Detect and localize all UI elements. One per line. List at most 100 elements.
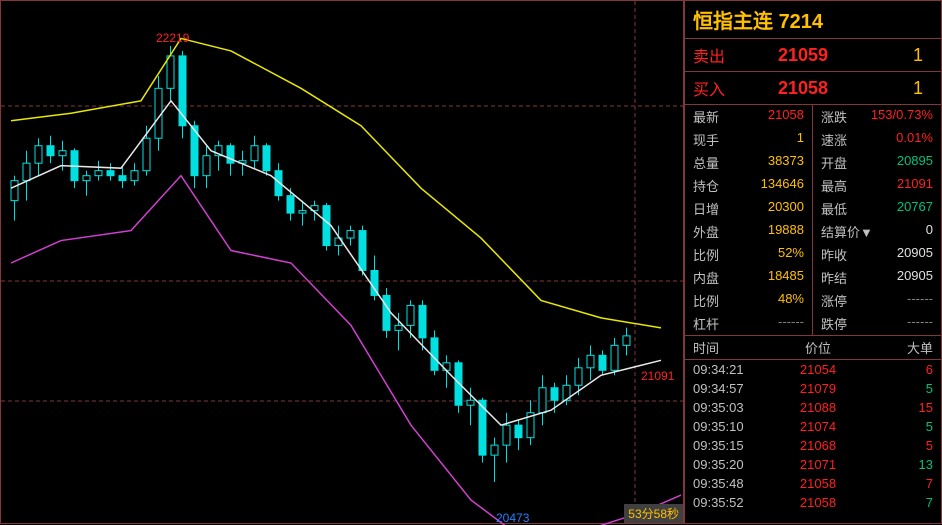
tick-row: 09:35:202107113 — [685, 455, 941, 474]
tick-time: 09:34:57 — [693, 381, 773, 396]
tick-vol: 7 — [863, 476, 933, 491]
bid-row[interactable]: 买入 21058 1 — [685, 72, 941, 105]
quote-cell: 总量38373 — [685, 151, 813, 174]
quote-label: 现手 — [693, 130, 719, 149]
tick-vol: 13 — [863, 457, 933, 472]
bid-volume: 1 — [863, 78, 923, 99]
quote-label: 内盘 — [693, 268, 719, 287]
quote-label: 昨收 — [821, 245, 847, 264]
quote-cell: 内盘 18485 — [685, 266, 813, 289]
tick-row: 09:35:52210587 — [685, 493, 941, 512]
tick-time: 09:35:48 — [693, 476, 773, 491]
quote-label: 开盘 — [821, 153, 847, 172]
instrument-name: 恒指主连 — [693, 11, 773, 33]
quote-value: 20905 — [897, 245, 933, 264]
tick-vol: 5 — [863, 381, 933, 396]
tick-time: 09:35:52 — [693, 495, 773, 510]
quote-value: 153/0.73% — [871, 107, 933, 126]
quote-value: 20767 — [897, 199, 933, 218]
ask-row[interactable]: 卖出 21059 1 — [685, 39, 941, 72]
quote-cell: 日增 20300 — [685, 197, 813, 220]
quote-label: 日增 — [693, 199, 719, 218]
quote-value: 48% — [778, 291, 804, 310]
quote-label: 总量 — [693, 153, 719, 172]
quote-label: 比例 — [693, 291, 719, 310]
quote-label: 涨跌 — [821, 107, 847, 126]
quote-value: 52% — [778, 245, 804, 264]
tick-vol: 7 — [863, 495, 933, 510]
quote-cell: 持仓134646 — [685, 174, 813, 197]
quote-label: 比例 — [693, 245, 719, 264]
quote-cell: 结算价▼ 0 — [813, 220, 941, 243]
quote-cell: 开盘 20895 — [813, 151, 941, 174]
quote-grid: 最新 21058 涨跌 153/0.73% 现手 1 速涨 0.01% 总量38373 开盘 208… — [685, 105, 941, 336]
quote-panel: 恒指主连 7214 卖出 21059 1 买入 21058 1 最新 21058 涨… — [684, 0, 942, 524]
instrument-code: 7214 — [779, 11, 824, 33]
quote-value: ------ — [907, 291, 933, 310]
quote-cell: 昨结 20905 — [813, 266, 941, 289]
tick-time: 09:35:20 — [693, 457, 773, 472]
tick-time: 09:35:10 — [693, 419, 773, 434]
quote-label: 跌停 — [821, 314, 847, 333]
ask-label: 卖出 — [693, 43, 743, 67]
instrument-title[interactable]: 恒指主连 7214 — [685, 1, 941, 39]
tick-price: 21074 — [773, 419, 863, 434]
tick-row: 09:35:48210587 — [685, 474, 941, 493]
quote-value: 20300 — [768, 199, 804, 218]
quote-label: 昨结 — [821, 268, 847, 287]
low-price-label: 20473 — [496, 511, 529, 525]
tick-header: 时间 价位 大单 — [685, 336, 941, 360]
tick-time: 09:34:21 — [693, 362, 773, 377]
quote-value: 1 — [797, 130, 804, 149]
quote-cell: 现手 1 — [685, 128, 813, 151]
quote-value: 20895 — [897, 153, 933, 172]
quote-value: 19888 — [768, 222, 804, 241]
quote-value: 18485 — [768, 268, 804, 287]
quote-label: 结算价▼ — [821, 222, 873, 241]
quote-label: 杠杆 — [693, 314, 719, 333]
quote-label: 速涨 — [821, 130, 847, 149]
candlestick-chart[interactable]: 22219 20473 21091 53分58秒 — [0, 0, 684, 524]
quote-cell: 昨收 20905 — [813, 243, 941, 266]
quote-value: 134646 — [761, 176, 804, 195]
tick-vol: 15 — [863, 400, 933, 415]
quote-cell: 最高 21091 — [813, 174, 941, 197]
quote-value: 21091 — [897, 176, 933, 195]
tick-header-time: 时间 — [693, 338, 773, 357]
tick-price: 21068 — [773, 438, 863, 453]
tick-header-vol: 大单 — [863, 338, 933, 357]
quote-cell: 外盘 19888 — [685, 220, 813, 243]
quote-cell: 跌停------ — [813, 312, 941, 335]
quote-cell: 最新 21058 — [685, 105, 813, 128]
tick-row: 09:34:21210546 — [685, 360, 941, 379]
tick-row: 09:35:15210685 — [685, 436, 941, 455]
quote-cell: 比例 48% — [685, 289, 813, 312]
last-price-label: 21091 — [641, 369, 674, 383]
quote-cell: 速涨 0.01% — [813, 128, 941, 151]
tick-price: 21071 — [773, 457, 863, 472]
ask-price: 21059 — [743, 45, 863, 66]
ask-volume: 1 — [863, 45, 923, 66]
tick-vol: 6 — [863, 362, 933, 377]
quote-label: 外盘 — [693, 222, 719, 241]
quote-cell: 涨停------ — [813, 289, 941, 312]
tick-list[interactable]: 09:34:2121054609:34:5721079509:35:032108… — [685, 360, 941, 523]
quote-label: 最新 — [693, 107, 719, 126]
quote-value: 21058 — [768, 107, 804, 126]
countdown-timer: 53分58秒 — [624, 504, 683, 523]
high-price-label: 22219 — [156, 31, 189, 45]
quote-value: 0.01% — [896, 130, 933, 149]
quote-label: 最高 — [821, 176, 847, 195]
tick-price: 21054 — [773, 362, 863, 377]
tick-row: 09:35:10210745 — [685, 417, 941, 436]
quote-value: ------ — [778, 314, 804, 333]
tick-vol: 5 — [863, 438, 933, 453]
quote-value: 0 — [926, 222, 933, 241]
quote-value: 20905 — [897, 268, 933, 287]
tick-price: 21079 — [773, 381, 863, 396]
tick-vol: 5 — [863, 419, 933, 434]
quote-cell: 杠杆 ------ — [685, 312, 813, 335]
quote-cell: 比例 52% — [685, 243, 813, 266]
tick-header-price: 价位 — [773, 338, 863, 357]
tick-price: 21058 — [773, 476, 863, 491]
